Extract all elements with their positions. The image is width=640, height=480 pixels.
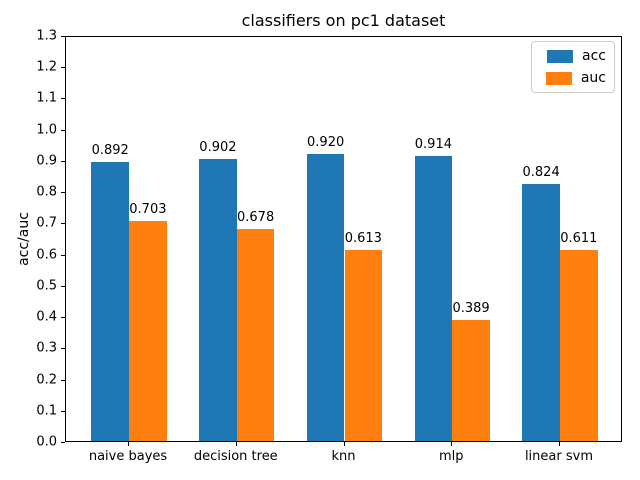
- y-tick-label: 0.7: [36, 215, 57, 231]
- y-tick-label: 1.2: [36, 59, 57, 75]
- y-tick-label: 0.4: [36, 309, 57, 325]
- y-tick-label: 0.1: [36, 403, 57, 419]
- y-tick-label: 0.9: [36, 153, 57, 169]
- bar-acc-linear-svm: [522, 183, 560, 441]
- bar-value-label-acc-decision-tree: 0.902: [199, 140, 237, 156]
- bar-acc-naive-bayes: [91, 162, 130, 441]
- y-tick-label: 0.3: [36, 340, 57, 356]
- y-tick-mark: [61, 317, 65, 319]
- y-tick-mark: [61, 348, 65, 350]
- x-tick-label-decision-tree: decision tree: [193, 449, 278, 464]
- y-tick-mark: [61, 67, 65, 69]
- bar-acc-mlp: [414, 155, 453, 441]
- bar-value-label-acc-naive-bayes: 0.892: [91, 143, 129, 159]
- chart-title: classifiers on pc1 dataset: [241, 11, 446, 30]
- bar-value-label-acc-knn: 0.920: [307, 134, 345, 150]
- x-tick-label-mlp: mlp: [438, 449, 464, 464]
- x-tick-mark: [128, 442, 130, 446]
- y-tick-label: 0.8: [36, 184, 57, 200]
- bar-value-label-auc-naive-bayes: 0.703: [129, 202, 167, 218]
- bar-auc-knn: [344, 249, 383, 441]
- legend-swatch-auc: [545, 71, 572, 85]
- plot-area: 0.892 0.703 0.902 0.678 0.920 0.613 0.914 0.389…: [65, 36, 622, 442]
- bar-value-label-acc-mlp: 0.914: [414, 136, 452, 152]
- y-axis-label: acc/auc: [16, 212, 32, 266]
- x-tick-mark: [451, 442, 453, 446]
- bar-auc-decision-tree: [236, 229, 275, 441]
- legend-entry-acc: acc: [540, 48, 606, 64]
- y-tick-mark: [61, 192, 65, 194]
- bar-auc-linear-svm: [559, 250, 598, 441]
- x-tick-label-naive-bayes: naive bayes: [88, 449, 168, 464]
- y-tick-mark: [61, 129, 65, 131]
- y-tick-label: 0.0: [36, 434, 57, 450]
- bar-value-label-auc-linear-svm: 0.611: [560, 231, 598, 247]
- x-tick-label-linear-svm: linear svm: [524, 449, 593, 464]
- y-tick-mark: [61, 160, 65, 162]
- y-tick-mark: [61, 36, 65, 37]
- y-tick-label: 0.6: [36, 247, 57, 263]
- legend-label-auc: auc: [580, 70, 606, 86]
- y-tick-mark: [61, 223, 65, 225]
- y-tick-mark: [61, 254, 65, 256]
- bar-auc-naive-bayes: [129, 221, 167, 441]
- y-tick-mark: [61, 285, 65, 287]
- y-tick-mark: [61, 379, 65, 381]
- y-tick-label: 0.2: [36, 372, 57, 388]
- bar-acc-decision-tree: [199, 159, 237, 441]
- legend: acc auc: [531, 41, 615, 93]
- y-tick-mark: [61, 98, 65, 100]
- bar-auc-mlp: [452, 319, 490, 441]
- legend-entry-auc: auc: [540, 70, 606, 86]
- y-tick-mark: [61, 442, 65, 443]
- x-tick-mark: [343, 442, 345, 446]
- legend-swatch-acc: [547, 49, 574, 63]
- bar-value-label-auc-knn: 0.613: [344, 230, 382, 246]
- y-tick-label: 1.1: [36, 90, 57, 106]
- bar-value-label-auc-mlp: 0.389: [452, 300, 490, 316]
- bar-acc-knn: [306, 153, 345, 441]
- y-tick-label: 1.3: [36, 28, 57, 44]
- bar-value-label-auc-decision-tree: 0.678: [237, 210, 275, 226]
- legend-label-acc: acc: [582, 48, 606, 64]
- y-tick-label: 1.0: [36, 122, 57, 138]
- bar-value-label-acc-linear-svm: 0.824: [522, 164, 560, 180]
- y-tick-mark: [61, 410, 65, 412]
- y-tick-label: 0.5: [36, 278, 57, 294]
- x-tick-mark: [558, 442, 560, 446]
- x-tick-label-knn: knn: [331, 449, 356, 464]
- x-tick-mark: [235, 442, 237, 446]
